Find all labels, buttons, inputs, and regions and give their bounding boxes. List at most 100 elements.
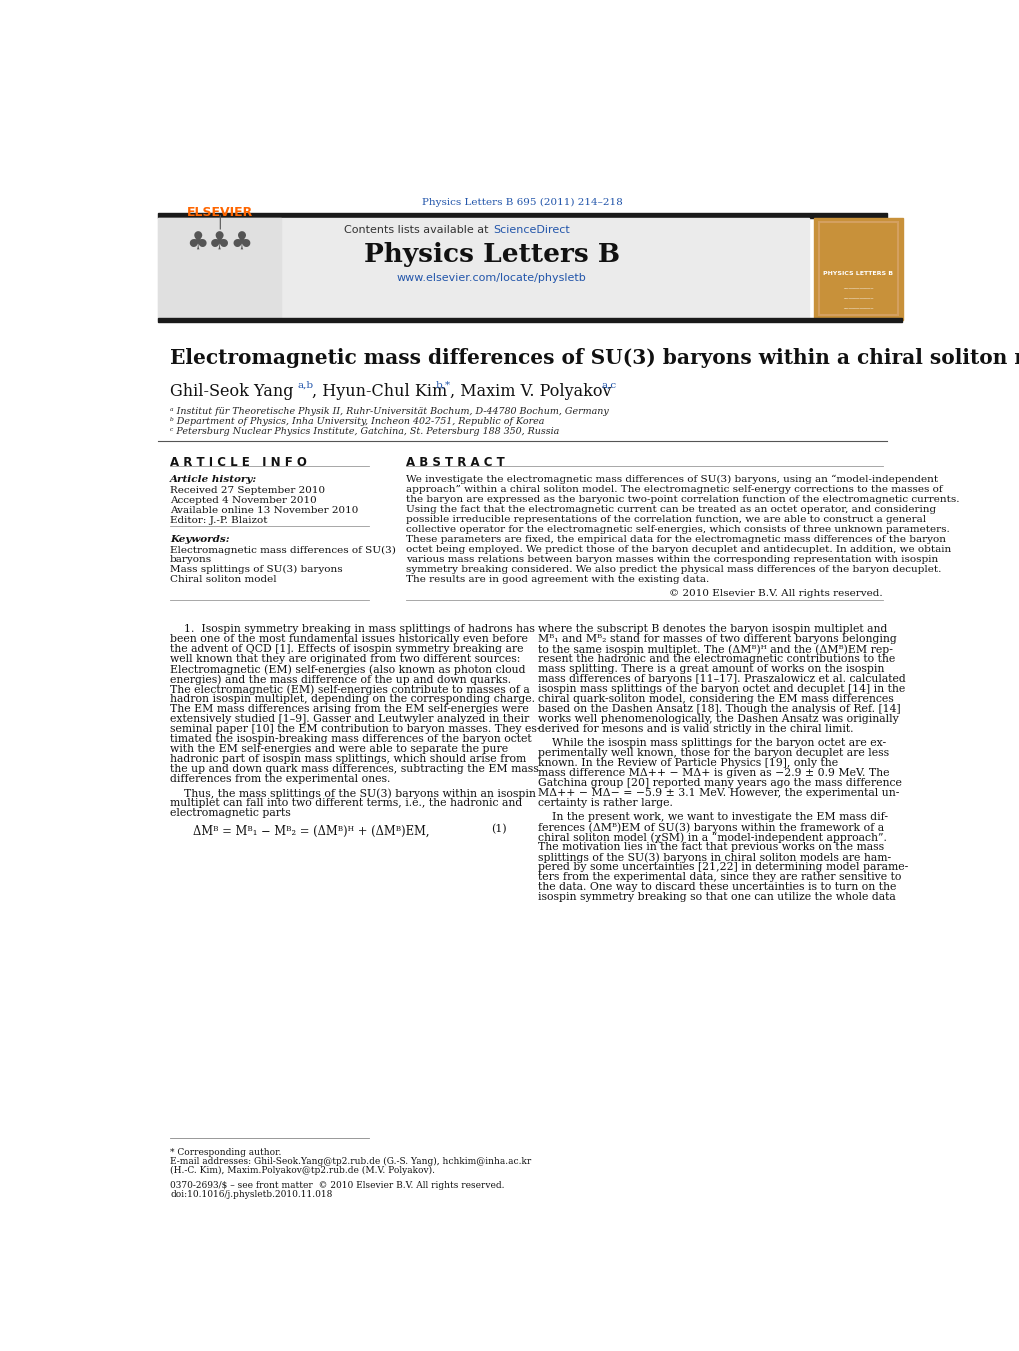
Text: energies) and the mass difference of the up and down quarks.: energies) and the mass difference of the… xyxy=(170,674,511,685)
Text: certainty is rather large.: certainty is rather large. xyxy=(538,798,673,808)
Text: Article history:: Article history: xyxy=(170,474,257,484)
Text: octet being employed. We predict those of the baryon decuplet and antidecuplet. : octet being employed. We predict those o… xyxy=(407,544,951,554)
Text: the data. One way to discard these uncertainties is to turn on the: the data. One way to discard these uncer… xyxy=(538,882,896,892)
Text: ᶜ Petersburg Nuclear Physics Institute, Gatchina, St. Petersburg 188 350, Russia: ᶜ Petersburg Nuclear Physics Institute, … xyxy=(170,427,558,436)
Text: collective operator for the electromagnetic self-energies, which consists of thr: collective operator for the electromagne… xyxy=(407,524,950,534)
Text: The electromagnetic (EM) self-energies contribute to masses of a: The electromagnetic (EM) self-energies c… xyxy=(170,684,529,694)
Text: |: | xyxy=(217,215,222,230)
Text: ___________: ___________ xyxy=(843,304,872,309)
Text: Available online 13 November 2010: Available online 13 November 2010 xyxy=(170,505,358,515)
Text: derived for mesons and is valid strictly in the chiral limit.: derived for mesons and is valid strictly… xyxy=(538,724,853,734)
Text: doi:10.1016/j.physletb.2010.11.018: doi:10.1016/j.physletb.2010.11.018 xyxy=(170,1190,332,1200)
Text: known. In the Review of Particle Physics [19], only the: known. In the Review of Particle Physics… xyxy=(538,758,838,769)
Text: E-mail addresses: Ghil-Seok.Yang@tp2.rub.de (G.-S. Yang), hchkim@inha.ac.kr: E-mail addresses: Ghil-Seok.Yang@tp2.rub… xyxy=(170,1156,531,1166)
Text: Thus, the mass splittings of the SU(3) baryons within an isospin: Thus, the mass splittings of the SU(3) b… xyxy=(170,788,535,798)
Text: (H.-C. Kim), Maxim.Polyakov@tp2.rub.de (M.V. Polyakov).: (H.-C. Kim), Maxim.Polyakov@tp2.rub.de (… xyxy=(170,1166,435,1175)
Text: ᵇ Department of Physics, Inha University, Incheon 402-751, Republic of Korea: ᵇ Department of Physics, Inha University… xyxy=(170,417,544,426)
Text: The EM mass differences arising from the EM self-energies were: The EM mass differences arising from the… xyxy=(170,704,529,715)
Text: ΔMᴮ = Mᴮ₁ − Mᴮ₂ = (ΔMᴮ)ᴴ + (ΔMᴮ)EM,: ΔMᴮ = Mᴮ₁ − Mᴮ₂ = (ΔMᴮ)ᴴ + (ΔMᴮ)EM, xyxy=(194,824,429,838)
Text: extensively studied [1–9]. Gasser and Leutwyler analyzed in their: extensively studied [1–9]. Gasser and Le… xyxy=(170,715,529,724)
Text: ___________: ___________ xyxy=(843,284,872,289)
Text: differences from the experimental ones.: differences from the experimental ones. xyxy=(170,774,390,785)
Text: www.elsevier.com/locate/physletb: www.elsevier.com/locate/physletb xyxy=(396,273,586,282)
Text: , Maxim V. Polyakov: , Maxim V. Polyakov xyxy=(449,384,610,400)
Text: Electromagnetic (EM) self-energies (also known as photon cloud: Electromagnetic (EM) self-energies (also… xyxy=(170,665,525,674)
Text: The motivation lies in the fact that previous works on the mass: The motivation lies in the fact that pre… xyxy=(538,842,883,852)
Text: where the subscript B denotes the baryon isospin multiplet and: where the subscript B denotes the baryon… xyxy=(538,624,887,634)
Text: ᵃ Institut für Theoretische Physik II, Ruhr-Universität Bochum, D-44780 Bochum, : ᵃ Institut für Theoretische Physik II, R… xyxy=(170,407,608,416)
Text: mass difference MΔ++ − MΔ+ is given as −2.9 ± 0.9 MeV. The: mass difference MΔ++ − MΔ+ is given as −… xyxy=(538,769,889,778)
Text: © 2010 Elsevier B.V. All rights reserved.: © 2010 Elsevier B.V. All rights reserved… xyxy=(668,589,882,597)
Text: pered by some uncertainties [21,22] in determining model parame-: pered by some uncertainties [21,22] in d… xyxy=(538,862,908,871)
Text: the advent of QCD [1]. Effects of isospin symmetry breaking are: the advent of QCD [1]. Effects of isospi… xyxy=(170,644,523,654)
Text: Received 27 September 2010: Received 27 September 2010 xyxy=(170,485,325,494)
Text: * Corresponding author.: * Corresponding author. xyxy=(170,1148,281,1156)
Text: the baryon are expressed as the baryonic two-point correlation function of the e: the baryon are expressed as the baryonic… xyxy=(407,494,959,504)
Bar xyxy=(818,222,897,315)
Text: ferences (ΔMᴮ)EM of SU(3) baryons within the framework of a: ferences (ΔMᴮ)EM of SU(3) baryons within… xyxy=(538,821,883,832)
Text: The results are in good agreement with the existing data.: The results are in good agreement with t… xyxy=(407,574,709,584)
Text: These parameters are fixed, the empirical data for the electromagnetic mass diff: These parameters are fixed, the empirica… xyxy=(407,535,946,544)
Text: based on the Dashen Ansatz [18]. Though the analysis of Ref. [14]: based on the Dashen Ansatz [18]. Though … xyxy=(538,704,900,715)
Text: mass differences of baryons [11–17]. Praszalowicz et al. calculated: mass differences of baryons [11–17]. Pra… xyxy=(538,674,905,684)
Text: Keywords:: Keywords: xyxy=(170,535,229,544)
Text: Contents lists available at: Contents lists available at xyxy=(343,224,491,235)
Text: a,b: a,b xyxy=(298,381,314,390)
Text: hadron isospin multiplet, depending on the corresponding charge.: hadron isospin multiplet, depending on t… xyxy=(170,694,535,704)
Text: Using the fact that the electromagnetic current can be treated as an octet opera: Using the fact that the electromagnetic … xyxy=(407,505,935,513)
Text: hadronic part of isospin mass splittings, which should arise from: hadronic part of isospin mass splittings… xyxy=(170,754,526,765)
Text: multiplet can fall into two different terms, i.e., the ​hadronic and: multiplet can fall into two different te… xyxy=(170,798,522,808)
Text: timated the isospin-breaking mass differences of the baryon octet: timated the isospin-breaking mass differ… xyxy=(170,734,531,744)
Text: splittings of the SU(3) baryons in chiral soliton models are ham-: splittings of the SU(3) baryons in chira… xyxy=(538,852,891,862)
Text: Physics Letters B 695 (2011) 214–218: Physics Letters B 695 (2011) 214–218 xyxy=(422,197,623,207)
Text: seminal paper [10] the EM contribution to baryon masses. They es-: seminal paper [10] the EM contribution t… xyxy=(170,724,540,734)
Text: isospin symmetry breaking so that one can utilize the whole data: isospin symmetry breaking so that one ca… xyxy=(538,892,895,902)
Text: PHYSICS LETTERS B: PHYSICS LETTERS B xyxy=(822,272,893,276)
Text: been one of the most fundamental issues historically even before: been one of the most fundamental issues … xyxy=(170,634,528,644)
Text: A B S T R A C T: A B S T R A C T xyxy=(407,457,504,469)
Text: A R T I C L E   I N F O: A R T I C L E I N F O xyxy=(170,457,307,469)
Text: ___________: ___________ xyxy=(843,295,872,300)
Text: baryons: baryons xyxy=(170,555,212,563)
Text: Mᴮ₁ and Mᴮ₂ stand for masses of two different baryons belonging: Mᴮ₁ and Mᴮ₂ stand for masses of two diff… xyxy=(538,634,896,644)
Text: with the EM self-energies and were able to separate the pure: with the EM self-energies and were able … xyxy=(170,744,507,754)
Text: chiral quark-soliton model, considering the EM mass differences: chiral quark-soliton model, considering … xyxy=(538,694,893,704)
Text: isospin mass splittings of the baryon octet and decuplet [14] in the: isospin mass splittings of the baryon oc… xyxy=(538,684,905,694)
Text: We investigate the electromagnetic mass differences of SU(3) baryons, using an “: We investigate the electromagnetic mass … xyxy=(407,474,937,484)
Text: Electromagnetic mass differences of SU(3) baryons within a chiral soliton model: Electromagnetic mass differences of SU(3… xyxy=(170,349,1019,369)
Text: Electromagnetic mass differences of SU(3): Electromagnetic mass differences of SU(3… xyxy=(170,546,395,555)
Text: well known that they are originated from two different sources:: well known that they are originated from… xyxy=(170,654,520,665)
Text: ScienceDirect: ScienceDirect xyxy=(493,224,570,235)
Text: ters from the experimental data, since they are rather sensitive to: ters from the experimental data, since t… xyxy=(538,871,901,882)
Bar xyxy=(813,218,902,320)
Text: In the present work, we want to investigate the EM mass dif-: In the present work, we want to investig… xyxy=(538,812,888,821)
Text: approach” within a chiral soliton model. The electromagnetic self-energy correct: approach” within a chiral soliton model.… xyxy=(407,485,943,493)
Text: Mass splittings of SU(3) baryons: Mass splittings of SU(3) baryons xyxy=(170,565,342,574)
Text: Physics Letters B: Physics Letters B xyxy=(364,242,620,267)
Text: Editor: J.-P. Blaizot: Editor: J.-P. Blaizot xyxy=(170,516,267,524)
Text: works well phenomenologically, the Dashen Ansatz was originally: works well phenomenologically, the Dashe… xyxy=(538,715,898,724)
Text: 0370-2693/$ – see front matter  © 2010 Elsevier B.V. All rights reserved.: 0370-2693/$ – see front matter © 2010 El… xyxy=(170,1181,504,1190)
Text: , Hyun-Chul Kim: , Hyun-Chul Kim xyxy=(312,384,446,400)
Text: perimentally well known, those for the baryon decuplet are less: perimentally well known, those for the b… xyxy=(538,748,889,758)
Text: the up and down quark mass differences, subtracting the EM mass: the up and down quark mass differences, … xyxy=(170,765,538,774)
Text: symmetry breaking considered. We also predict the physical mass differences of t: symmetry breaking considered. We also pr… xyxy=(407,565,941,574)
Text: ELSEVIER: ELSEVIER xyxy=(186,205,253,219)
Text: MΔ++ − MΔ− = −5.9 ± 3.1 MeV. However, the experimental un-: MΔ++ − MΔ− = −5.9 ± 3.1 MeV. However, th… xyxy=(538,788,899,798)
Text: (1): (1) xyxy=(491,824,506,835)
Text: ​electromagnetic parts: ​electromagnetic parts xyxy=(170,808,290,819)
Text: resent the hadronic and the electromagnetic contributions to the: resent the hadronic and the electromagne… xyxy=(538,654,895,665)
Text: 1.  Isospin symmetry breaking in mass splittings of hadrons has: 1. Isospin symmetry breaking in mass spl… xyxy=(170,624,535,634)
Text: chiral soliton model (χSM) in a “model-independent approach”.: chiral soliton model (χSM) in a “model-i… xyxy=(538,832,887,843)
Text: a,c: a,c xyxy=(601,381,616,390)
Text: Accepted 4 November 2010: Accepted 4 November 2010 xyxy=(170,496,317,504)
Text: Gatchina group [20] reported many years ago the mass difference: Gatchina group [20] reported many years … xyxy=(538,778,901,788)
Text: b,*: b,* xyxy=(435,381,450,390)
Text: While the isospin mass splittings for the baryon octet are ex-: While the isospin mass splittings for th… xyxy=(538,738,886,748)
Text: various mass relations between baryon masses within the corresponding representa: various mass relations between baryon ma… xyxy=(407,555,937,563)
Text: Chiral soliton model: Chiral soliton model xyxy=(170,574,276,584)
Text: ♣♣♣: ♣♣♣ xyxy=(186,231,253,254)
Bar xyxy=(158,218,280,320)
Bar xyxy=(158,218,809,320)
Text: mass splitting. There is a great amount of works on the isospin: mass splitting. There is a great amount … xyxy=(538,665,883,674)
